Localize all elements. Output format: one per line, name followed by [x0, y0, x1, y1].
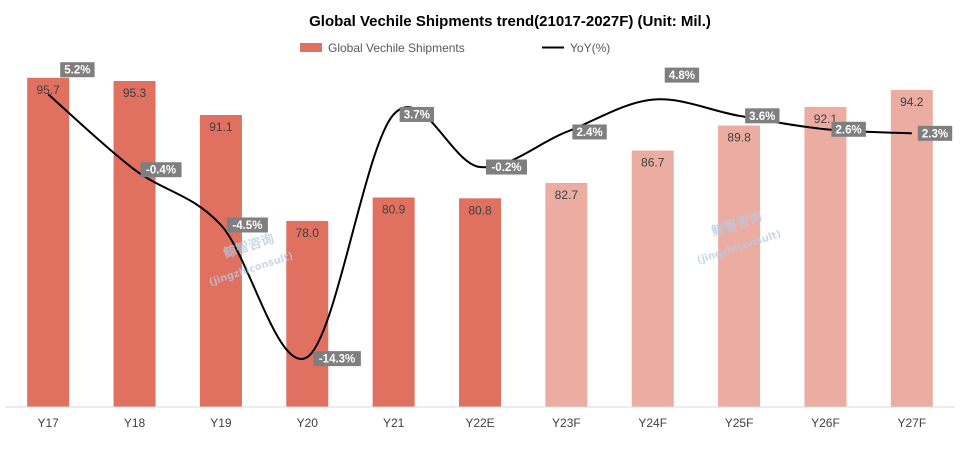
yoy-label-box-Y17: [60, 62, 95, 78]
x-tick-Y25F: Y25F: [725, 416, 754, 430]
yoy-label-Y19: -4.5%: [232, 220, 262, 232]
chart-title: Global Vechile Shipments trend(21017-202…: [309, 13, 711, 30]
yoy-label-box-Y23F: [572, 124, 607, 140]
yoy-label-Y23F: 2.4%: [576, 127, 602, 139]
yoy-label-box-Y21: [399, 106, 435, 122]
yoy-label-box-Y25F: [745, 108, 780, 124]
yoy-label-Y18: -0.4%: [146, 165, 176, 177]
bar-Y18: [113, 81, 156, 408]
yoy-labels: 5.2% -0.4% -4.5% -14.3% 3.7% -0.2% 2.4% 4.8% 3.6…: [60, 62, 953, 367]
bar-label-Y22E: 80.8: [468, 203, 492, 217]
yoy-label-Y27F: 2.3%: [922, 128, 948, 140]
yoy-label-box-Y26F: [831, 121, 866, 137]
yoy-label-box-Y18: [140, 162, 182, 178]
bar-label-Y20: 78.0: [296, 226, 320, 240]
yoy-label-Y25F: 3.6%: [749, 111, 775, 123]
bar-series: [27, 77, 933, 408]
bar-label-Y27F: 94.2: [900, 95, 924, 109]
x-tick-Y23F: Y23F: [552, 416, 581, 430]
bar-Y26F: [804, 106, 847, 407]
bar-labels: 95.7 95.391.178.080.9 80.882.786.789.892.1…: [37, 83, 924, 240]
yoy-label-box-Y27F: [917, 125, 953, 141]
yoy-label-Y22E: -0.2%: [491, 162, 521, 174]
x-tick-Y20: Y20: [297, 416, 319, 430]
yoy-label-box-Y22E: [486, 159, 527, 175]
x-tick-Y22E: Y22E: [465, 416, 494, 430]
bar-Y19: [199, 114, 242, 407]
bar-label-Y25F: 89.8: [727, 131, 751, 145]
bar-Y20: [286, 220, 329, 407]
x-tick-Y27F: Y27F: [897, 416, 926, 430]
x-tick-Y24F: Y24F: [638, 416, 667, 430]
yoy-label-Y24F: 4.8%: [669, 70, 695, 82]
bar-label-Y21: 80.9: [382, 202, 406, 216]
x-tick-Y18: Y18: [124, 416, 146, 430]
bar-Y25F: [718, 125, 761, 408]
bar-Y22E: [459, 198, 501, 407]
bar-Y23F: [545, 182, 588, 407]
x-tick-Y21: Y21: [383, 416, 405, 430]
legend: Global Vechile Shipments YoY(%): [300, 41, 610, 55]
bar-label-Y19: 91.1: [209, 120, 233, 134]
yoy-label-box-Y19: [226, 217, 268, 233]
bar-label-Y23F: 82.7: [555, 188, 579, 202]
yoy-label-Y21: 3.7%: [404, 109, 430, 121]
bar-Y17: [27, 77, 70, 407]
bar-label-Y24F: 86.7: [641, 156, 665, 170]
bar-Y21: [372, 197, 415, 407]
x-tick-labels: Y17 Y18 Y19 Y20 Y21 Y22E Y23F Y24F Y25F Y26F Y27F: [38, 416, 927, 430]
yoy-label-box-Y24F: [664, 67, 700, 83]
legend-label-yoy: YoY(%): [570, 41, 610, 55]
x-tick-Y19: Y19: [210, 416, 232, 430]
bar-label-Y18: 95.3: [123, 86, 147, 100]
legend-label-shipments: Global Vechile Shipments: [328, 41, 465, 55]
bar-Y24F: [631, 150, 674, 408]
bar-label-Y17: 95.7: [37, 83, 61, 97]
yoy-label-box-Y20: [313, 351, 361, 367]
yoy-label-Y17: 5.2%: [64, 65, 90, 77]
x-tick-Y26F: Y26F: [811, 416, 840, 430]
x-tick-Y17: Y17: [38, 416, 60, 430]
legend-swatch-shipments: [300, 43, 322, 52]
bar-Y27F: [890, 89, 933, 407]
yoy-label-Y20: -14.3%: [319, 354, 355, 366]
yoy-label-Y26F: 2.6%: [836, 124, 862, 136]
